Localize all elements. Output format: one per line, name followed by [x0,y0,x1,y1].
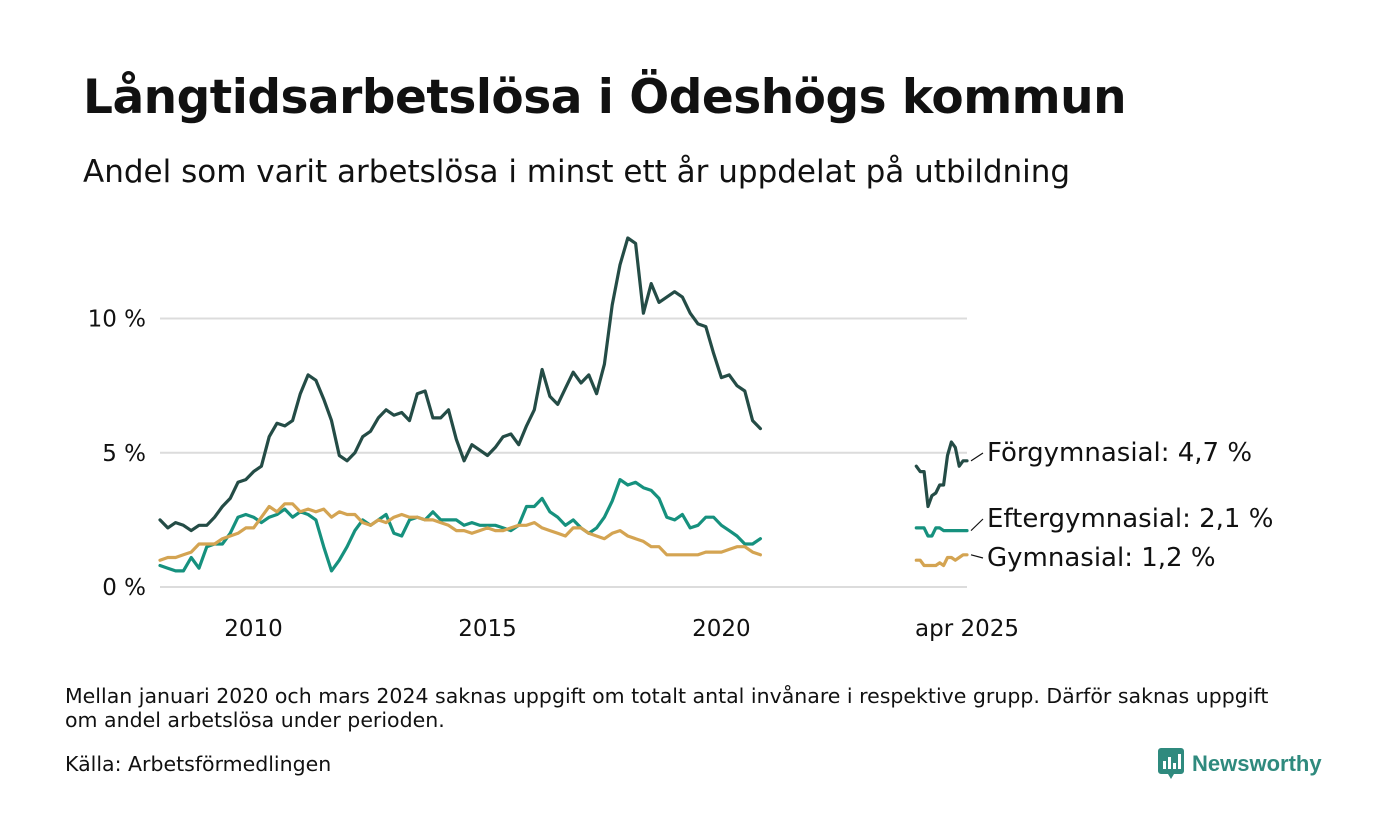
footnote: Mellan januari 2020 och mars 2024 saknas… [65,684,1269,732]
source-note: Källa: Arbetsförmedlingen [65,752,332,776]
series-line-gymnasial-segment-0 [158,502,762,562]
end-label-förgymnasial: Förgymnasial: 4,7 % [987,438,1252,468]
end-label-gymnasial: Gymnasial: 1,2 % [987,543,1216,573]
end-label-connector [970,554,984,559]
x-tick-label: 2015 [458,616,517,642]
end-label-connector [970,452,984,462]
brand-logo: Newsworthy [1158,748,1322,780]
x-tick-label: apr 2025 [915,616,1019,642]
y-tick-label: 10 % [88,307,146,333]
chart-title: Långtidsarbetslösa i Ödeshögs kommun [83,70,1127,125]
series-end-labels: Förgymnasial: 4,7 % Eftergymnasial: 2,1 %… [970,438,1273,573]
series-line-förgymnasial-segment-0 [158,236,762,533]
y-axis: 0 % 5 % 10 % [88,307,146,601]
x-tick-label: 2020 [692,616,751,642]
series-line-eftergymnasial-segment-1 [914,526,969,538]
series-line-förgymnasial-segment-1 [914,440,969,509]
x-axis: 2010 2015 2020 apr 2025 [224,616,1019,642]
x-tick-label: 2010 [224,616,283,642]
brand-name: Newsworthy [1192,751,1322,776]
end-label-connector [970,518,984,532]
series-line-eftergymnasial-segment-0 [158,478,762,573]
grid-lines [160,317,967,588]
series-lines [158,236,969,573]
bar-chart-speech-bubble-icon [1158,748,1184,779]
y-tick-label: 5 % [102,441,146,467]
series-line-gymnasial-segment-1 [914,553,969,568]
end-label-eftergymnasial: Eftergymnasial: 2,1 % [987,504,1273,534]
chart-subtitle: Andel som varit arbetslösa i minst ett å… [83,154,1071,190]
y-tick-label: 0 % [102,575,146,601]
